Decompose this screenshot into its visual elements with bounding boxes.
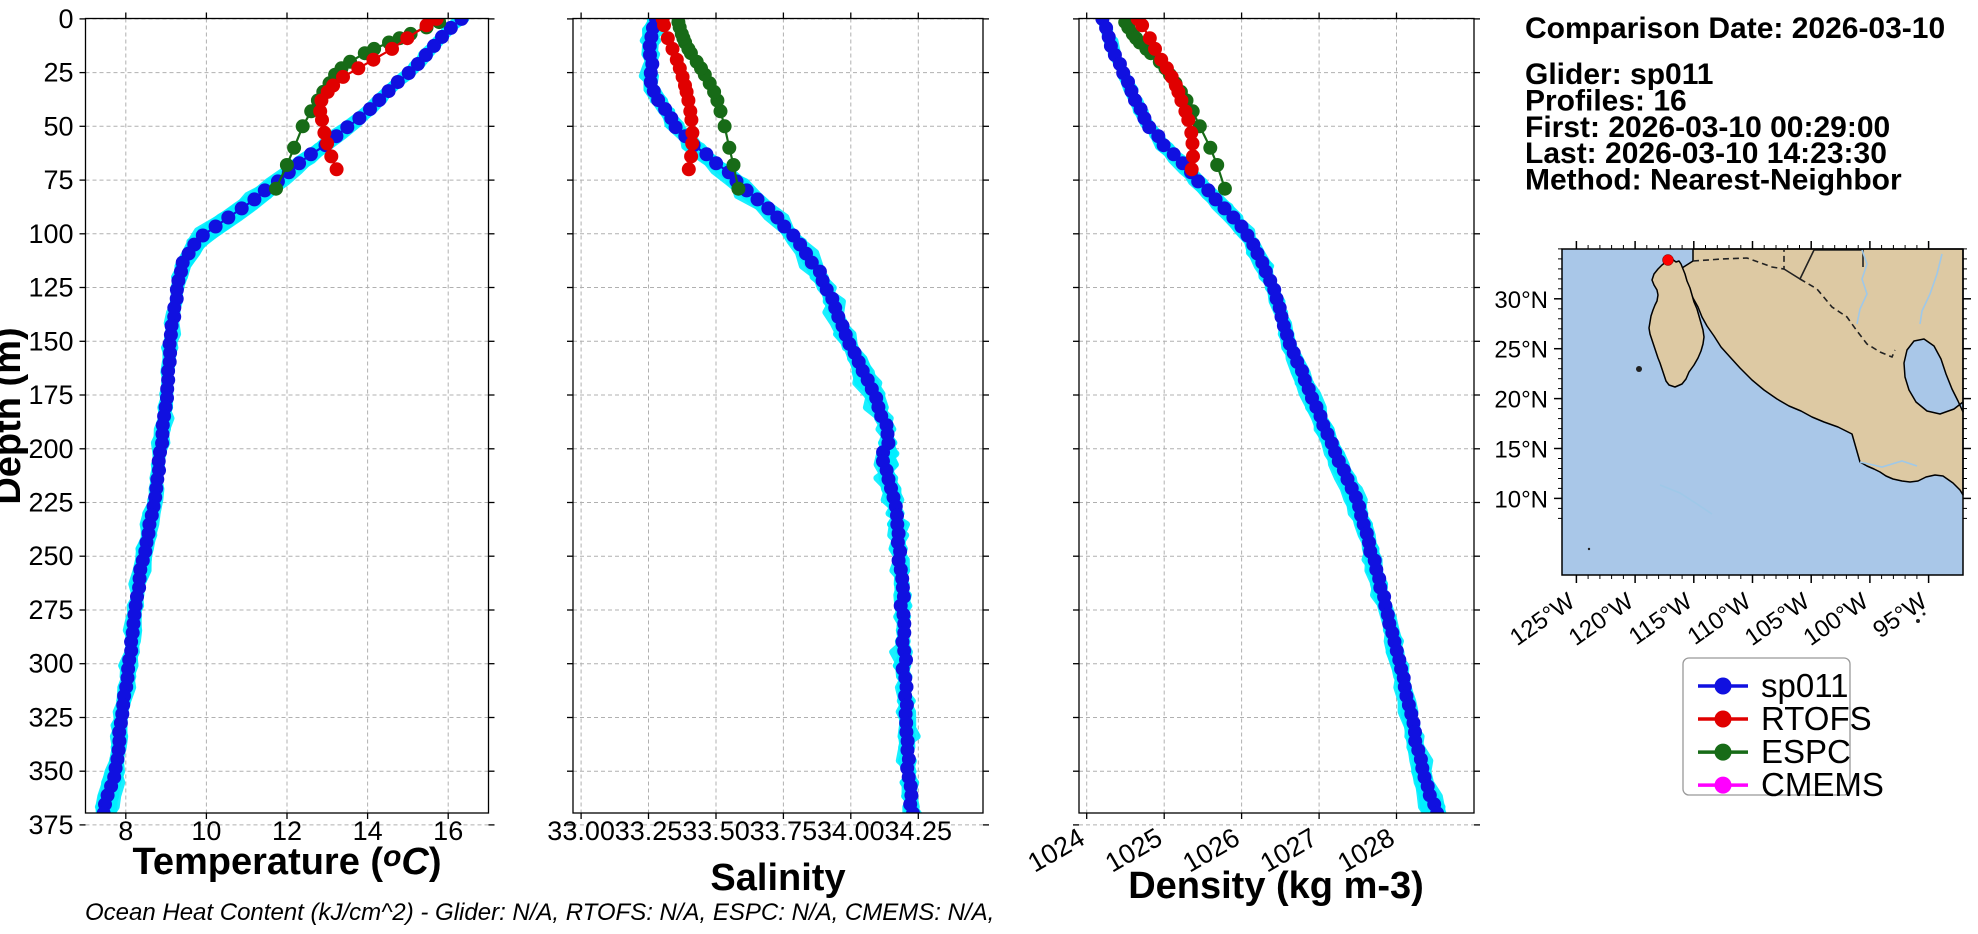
svg-text:350: 350 bbox=[28, 756, 73, 786]
svg-text:Salinity: Salinity bbox=[710, 857, 845, 899]
svg-text:20°N: 20°N bbox=[1494, 387, 1548, 414]
svg-text:8: 8 bbox=[118, 816, 133, 846]
svg-text:ESPC: ESPC bbox=[1761, 733, 1851, 770]
svg-text:200: 200 bbox=[28, 434, 73, 464]
svg-text:75: 75 bbox=[43, 165, 73, 195]
svg-text:175: 175 bbox=[28, 380, 73, 410]
svg-text:375: 375 bbox=[28, 810, 73, 840]
svg-text:275: 275 bbox=[28, 595, 73, 625]
svg-text:Density (kg m-3): Density (kg m-3) bbox=[1128, 865, 1424, 907]
svg-text:15°N: 15°N bbox=[1494, 437, 1548, 464]
svg-text:Comparison Date: 2026-03-10: Comparison Date: 2026-03-10 bbox=[1525, 12, 1945, 45]
svg-text:0: 0 bbox=[58, 4, 73, 34]
svg-text:25°N: 25°N bbox=[1494, 337, 1548, 364]
svg-text:33.25: 33.25 bbox=[615, 816, 683, 846]
svg-text:33.00: 33.00 bbox=[547, 816, 615, 846]
svg-text:34.00: 34.00 bbox=[817, 816, 885, 846]
svg-text:325: 325 bbox=[28, 703, 73, 733]
svg-text:10°N: 10°N bbox=[1494, 486, 1548, 513]
svg-text:30°N: 30°N bbox=[1494, 287, 1548, 314]
svg-text:Depth (m): Depth (m) bbox=[0, 327, 29, 504]
svg-text:125: 125 bbox=[28, 273, 73, 303]
svg-text:CMEMS: CMEMS bbox=[1761, 766, 1884, 803]
svg-text:250: 250 bbox=[28, 541, 73, 571]
svg-text:34.25: 34.25 bbox=[885, 816, 953, 846]
svg-text:sp011: sp011 bbox=[1761, 667, 1848, 704]
svg-text:100: 100 bbox=[28, 219, 73, 249]
svg-text:33.50: 33.50 bbox=[682, 816, 750, 846]
svg-text:225: 225 bbox=[28, 488, 73, 518]
svg-text:Ocean Heat Content (kJ/cm^2) -: Ocean Heat Content (kJ/cm^2) - Glider: N… bbox=[85, 899, 994, 926]
svg-text:Method: Nearest-Neighbor: Method: Nearest-Neighbor bbox=[1525, 164, 1902, 197]
svg-text:25: 25 bbox=[43, 58, 73, 88]
svg-text:300: 300 bbox=[28, 649, 73, 679]
svg-text:50: 50 bbox=[43, 111, 73, 141]
svg-text:150: 150 bbox=[28, 326, 73, 356]
svg-text:33.75: 33.75 bbox=[750, 816, 818, 846]
svg-text:RTOFS: RTOFS bbox=[1761, 700, 1872, 737]
